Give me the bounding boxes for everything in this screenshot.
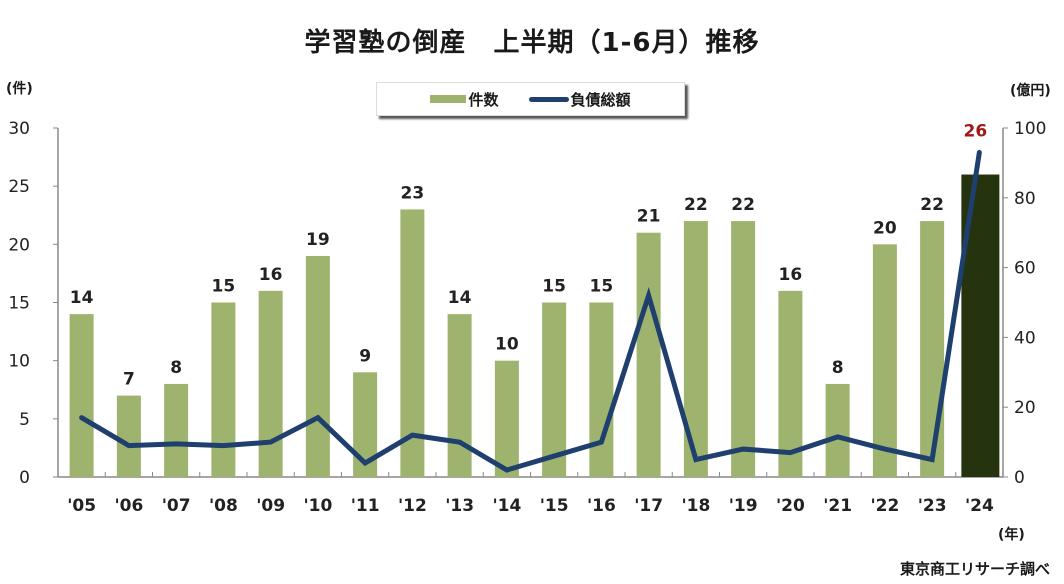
bar-value-label: 7 [123, 370, 135, 390]
highlight-value-label: 26 [964, 122, 988, 142]
right-axis-tick-label: 40 [1014, 328, 1036, 348]
right-axis-tick-label: 20 [1014, 398, 1036, 418]
x-axis-tick-label: '11 [351, 496, 380, 516]
right-axis-tick-label: 0 [1014, 468, 1025, 488]
bar-value-label: 15 [542, 277, 566, 297]
legend: 件数 負債総額 [376, 82, 685, 116]
x-axis-tick-label: '09 [256, 496, 285, 516]
legend-item-count: 件数 [430, 89, 499, 110]
bar-17 [636, 232, 661, 477]
bar-23 [920, 221, 945, 477]
bar-value-label: 22 [684, 195, 708, 215]
left-axis-tick-label: 25 [8, 177, 30, 197]
source-note: 東京商工リサーチ調べ [899, 560, 1050, 578]
x-axis-tick-label: '12 [398, 496, 427, 516]
bar-13 [447, 314, 472, 477]
x-axis-unit: (年) [998, 527, 1025, 543]
legend-label-debt: 負債総額 [570, 90, 631, 109]
x-axis-tick-label: '18 [681, 496, 710, 516]
bar-value-label: 8 [170, 358, 182, 378]
bar-06 [116, 395, 141, 477]
x-axis-tick-label: '17 [634, 496, 663, 516]
bar-12 [400, 209, 425, 477]
bar-value-label: 15 [590, 277, 614, 297]
x-axis-tick-label: '13 [445, 496, 474, 516]
bar-value-label: 9 [359, 346, 371, 366]
bar-14 [494, 360, 519, 477]
legend-item-debt: 負債総額 [528, 89, 631, 110]
bar-16 [589, 302, 614, 477]
bar-08 [211, 302, 236, 477]
x-axis-tick-label: '06 [114, 496, 143, 516]
bar-22 [872, 244, 897, 477]
bar-value-label: 8 [832, 358, 844, 378]
bar-19 [731, 221, 756, 477]
bar-21 [825, 383, 850, 477]
left-axis-tick-label: 5 [19, 410, 30, 430]
left-axis-tick-label: 10 [8, 352, 30, 372]
x-axis-tick-label: '23 [918, 496, 947, 516]
left-axis-tick-label: 15 [8, 294, 30, 314]
bar-20 [778, 290, 803, 477]
legend-label-count: 件数 [468, 90, 499, 109]
x-axis-tick-label: '21 [823, 496, 852, 516]
x-axis-tick-label: '20 [776, 496, 805, 516]
bar-value-label: 14 [448, 288, 472, 308]
bar-value-label: 21 [637, 207, 661, 227]
debt-line [79, 149, 982, 473]
x-axis-tick-label: '10 [303, 496, 332, 516]
x-axis-tick-label: '15 [540, 496, 569, 516]
bar-09 [258, 290, 283, 477]
bar-07 [164, 383, 189, 477]
bar-05 [69, 314, 94, 477]
x-axis-tick-label: '05 [67, 496, 96, 516]
bar-value-label: 16 [779, 265, 803, 285]
bar-value-label: 19 [306, 230, 330, 250]
right-axis-tick-label: 100 [1014, 119, 1046, 139]
bar-value-label: 23 [401, 183, 425, 203]
chart-title: 学習塾の倒産 上半期（1-6月）推移 [304, 28, 760, 58]
left-axis-unit: (件) [6, 81, 33, 97]
bar-value-label: 22 [731, 195, 755, 215]
bar-value-label: 15 [212, 277, 236, 297]
left-axis-tick-label: 30 [8, 119, 30, 139]
legend-line-swatch [528, 96, 569, 102]
x-axis-tick-label: '14 [492, 496, 521, 516]
x-axis-tick-label: '07 [162, 496, 191, 516]
left-axis-tick-label: 0 [19, 468, 30, 488]
legend-bar-swatch [430, 95, 467, 103]
bar-value-label: 10 [495, 335, 519, 355]
x-axis-tick-label: '24 [965, 496, 994, 516]
bar-value-label: 22 [920, 195, 944, 215]
x-axis-tick-label: '16 [587, 496, 616, 516]
right-axis-unit: (億円) [1010, 83, 1051, 99]
bar-15 [542, 302, 567, 477]
bar-10 [305, 255, 330, 477]
x-axis-tick-label: '19 [729, 496, 758, 516]
bar-value-label: 20 [873, 218, 897, 238]
left-axis-tick-label: 20 [8, 235, 30, 255]
right-axis-tick-label: 60 [1014, 259, 1036, 279]
bar-value-label: 16 [259, 265, 283, 285]
right-axis-tick-label: 80 [1014, 189, 1036, 209]
bar-value-label: 14 [70, 288, 94, 308]
x-axis-tick-label: '08 [209, 496, 238, 516]
x-axis-tick-label: '22 [870, 496, 899, 516]
